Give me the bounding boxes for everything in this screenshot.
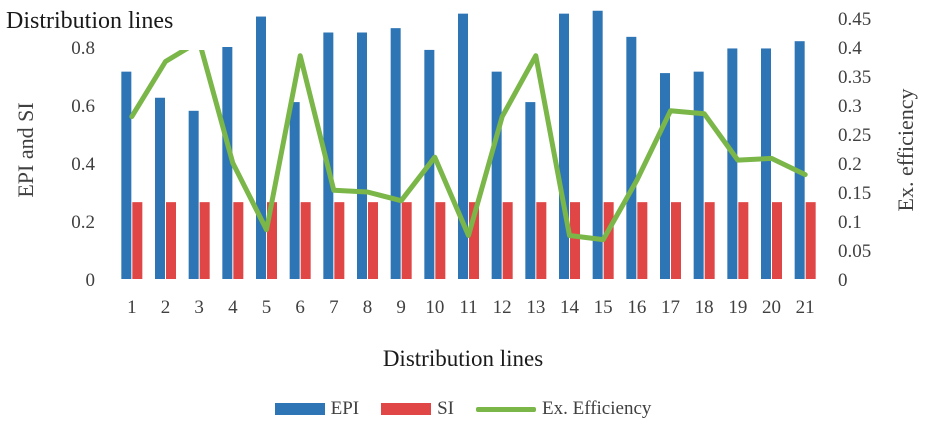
- bar-si: [805, 202, 816, 279]
- bar-epi: [458, 13, 468, 280]
- y-tick-label: 0.2: [71, 212, 95, 233]
- bar-si: [334, 202, 345, 279]
- y2-tick-label: 0.35: [838, 67, 871, 88]
- x-tick-label: 19: [728, 297, 747, 318]
- x-tick-label: 10: [425, 297, 444, 318]
- bar-si: [199, 202, 210, 279]
- chart-title: Distribution lines: [6, 8, 174, 34]
- legend-swatch-si: [381, 403, 432, 415]
- x-tick-label: 7: [329, 297, 339, 318]
- x-tick-label: 21: [796, 297, 815, 318]
- legend-item-epi: EPI: [274, 398, 360, 420]
- legend-label-epi: EPI: [330, 398, 360, 419]
- y-tick-label: 0.6: [71, 96, 95, 117]
- legend-item-ex-efficiency: Ex. Efficiency: [476, 398, 651, 420]
- x-tick-label: 9: [396, 297, 406, 318]
- bar-epi: [525, 102, 536, 279]
- x-tick-label: 6: [295, 297, 305, 318]
- y2-tick-label: 0.15: [838, 183, 871, 204]
- x-tick-label: 12: [493, 297, 512, 318]
- y2-tick-label: 0.4: [838, 38, 862, 59]
- bar-si: [671, 202, 681, 279]
- bar-epi: [256, 16, 266, 280]
- x-tick-label: 5: [262, 297, 272, 318]
- x-tick-label: 4: [228, 297, 238, 318]
- bar-si: [435, 202, 446, 279]
- bar-epi: [188, 110, 199, 279]
- y2-axis-label: Ex. efficiency: [893, 88, 918, 212]
- x-tick-label: 17: [661, 297, 680, 318]
- x-tick-label: 20: [762, 297, 781, 318]
- y2-tick-label: 0.05: [838, 241, 871, 262]
- x-tick-label: 18: [695, 297, 714, 318]
- legend-swatch-epi: [274, 403, 325, 415]
- x-tick-label: 14: [560, 297, 580, 318]
- x-axis-label: Distribution lines: [382, 346, 544, 371]
- bar-si: [469, 202, 479, 279]
- bar-si: [233, 202, 244, 279]
- bar-si: [401, 202, 412, 279]
- bar-epi: [592, 10, 603, 279]
- bar-epi: [727, 48, 738, 280]
- y-tick-label: 0.4: [71, 154, 95, 175]
- x-tick-label: 1: [127, 297, 137, 318]
- y-tick-label: 0.8: [71, 38, 95, 59]
- bar-si: [637, 202, 648, 279]
- y2-tick-label: 0.45: [838, 9, 871, 30]
- bar-si: [603, 202, 614, 279]
- x-tick-label: 16: [627, 297, 646, 318]
- bar-epi: [660, 73, 670, 279]
- bar-si: [132, 202, 143, 279]
- bar-epi: [155, 97, 165, 279]
- bar-epi: [794, 41, 805, 280]
- y-tick-label: 0: [86, 270, 96, 291]
- x-tick-label: 11: [459, 297, 477, 318]
- bar-epi: [289, 102, 300, 279]
- bar-si: [704, 202, 715, 279]
- line-ex-efficiency: [129, 50, 808, 243]
- legend: EPI SI Ex. Efficiency: [0, 398, 926, 420]
- y-axis-label: EPI and SI: [13, 102, 38, 198]
- bar-epi: [559, 13, 569, 280]
- y2-tick-label: 0.3: [838, 96, 862, 117]
- bar-epi: [121, 71, 132, 280]
- x-tick-label: 8: [363, 297, 373, 318]
- bar-epi: [491, 71, 502, 280]
- x-tick-label: 2: [161, 297, 171, 318]
- bar-epi: [626, 36, 637, 279]
- bar-si: [368, 202, 378, 279]
- bar-si: [772, 202, 782, 279]
- legend-item-si: SI: [381, 398, 454, 420]
- legend-label-si: SI: [437, 398, 454, 419]
- bar-epi: [357, 32, 367, 279]
- y2-tick-label: 0.25: [838, 125, 871, 146]
- x-tick-label: 13: [526, 297, 545, 318]
- bar-epi: [222, 47, 233, 279]
- bar-epi: [390, 28, 401, 280]
- bar-si: [300, 202, 311, 279]
- bar-si: [536, 202, 547, 279]
- bar-si: [267, 202, 277, 279]
- bar-si: [570, 202, 580, 279]
- y2-tick-label: 0.1: [838, 212, 862, 233]
- x-tick-label: 3: [194, 297, 204, 318]
- bar-epi: [323, 32, 334, 279]
- bar-si: [738, 202, 749, 279]
- legend-swatch-ex-efficiency: [476, 406, 536, 412]
- bar-epi: [761, 48, 771, 280]
- y2-tick-label: 0: [838, 270, 848, 291]
- bar-si: [166, 202, 176, 279]
- y2-tick-label: 0.2: [838, 154, 862, 175]
- bar-epi: [693, 71, 704, 280]
- x-tick-label: 15: [594, 297, 613, 318]
- legend-label-ex-efficiency: Ex. Efficiency: [542, 398, 652, 419]
- bar-si: [502, 202, 513, 279]
